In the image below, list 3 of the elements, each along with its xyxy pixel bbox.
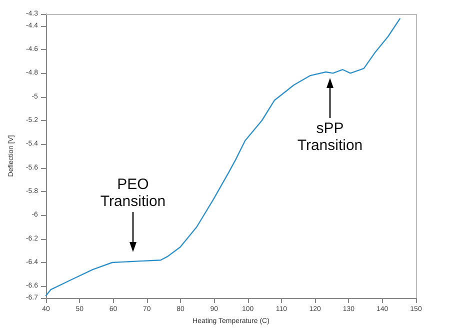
line-series — [45, 18, 400, 296]
annotation: PEO Transition — [100, 176, 166, 210]
annotation: sPP Transition — [297, 120, 363, 154]
